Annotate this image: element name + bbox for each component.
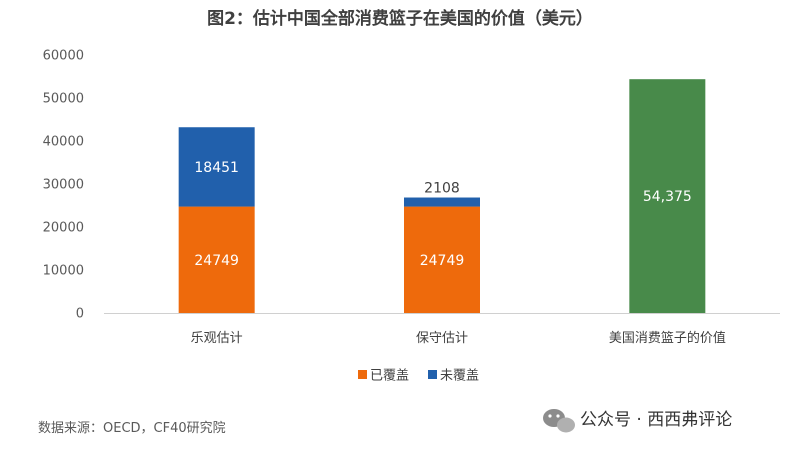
data-label: 24749 xyxy=(194,253,239,269)
legend-label: 已覆盖 xyxy=(370,369,409,384)
y-tick-label: 50000 xyxy=(43,92,84,107)
bar-segment xyxy=(404,206,480,313)
x-category-label: 美国消费篮子的价值 xyxy=(609,330,726,346)
wechat-icon xyxy=(543,409,575,433)
data-label: 24749 xyxy=(420,253,465,269)
y-tick-label: 20000 xyxy=(43,221,84,236)
data-label: 54,375 xyxy=(643,189,692,205)
y-tick-label: 0 xyxy=(76,307,84,322)
data-label: 18451 xyxy=(194,160,239,176)
legend-label: 未覆盖 xyxy=(440,369,479,384)
bars: 24749 18451 24749 2108 54,375 xyxy=(178,79,706,313)
watermark: 公众号 · 西西弗评论 xyxy=(543,409,732,433)
legend: 已覆盖 未覆盖 xyxy=(358,369,479,384)
bar-segment xyxy=(178,206,255,313)
source-note: 数据来源：OECD，CF40研究院 xyxy=(38,421,226,436)
bar-segment xyxy=(404,197,480,207)
legend-swatch xyxy=(428,370,437,379)
data-label: 2108 xyxy=(424,181,460,197)
watermark-text: 公众号 · 西西弗评论 xyxy=(580,410,732,430)
bar-segment xyxy=(629,79,706,313)
legend-swatch xyxy=(358,370,367,379)
chart-title: 图2：估计中国全部消费篮子在美国的价值（美元） xyxy=(207,8,593,29)
y-tick-label: 10000 xyxy=(43,264,84,279)
y-tick-label: 60000 xyxy=(43,49,84,64)
y-tick-label: 40000 xyxy=(43,135,84,150)
bar-segment xyxy=(178,127,255,207)
x-axis: 乐观估计 保守估计 美国消费篮子的价值 xyxy=(104,313,780,346)
x-category-label: 乐观估计 xyxy=(191,331,243,346)
x-category-label: 保守估计 xyxy=(416,331,468,346)
y-axis: 0 10000 20000 30000 40000 50000 60000 xyxy=(43,49,84,322)
y-tick-label: 30000 xyxy=(43,178,84,193)
